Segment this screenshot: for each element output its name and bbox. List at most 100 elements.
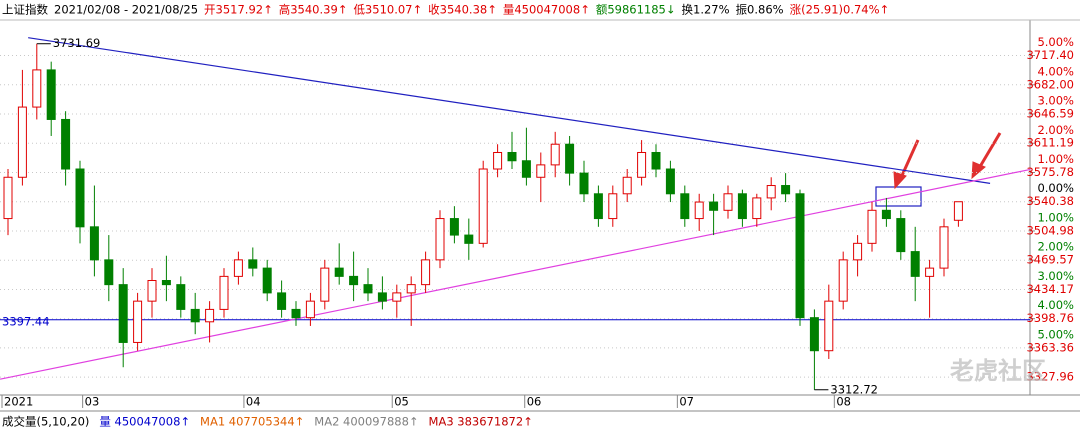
- candle-body: [320, 267, 330, 302]
- candle-body: [277, 292, 287, 310]
- candle-body: [89, 226, 99, 261]
- pct-tick-label: 2.00%: [1037, 240, 1074, 254]
- candle-body: [291, 308, 301, 319]
- header-item: 振0.86%: [736, 3, 784, 17]
- candle-body: [867, 209, 877, 244]
- header-item: 上证指数: [2, 3, 48, 17]
- candle-body: [665, 168, 675, 195]
- candle-body: [161, 280, 171, 286]
- candle-body: [507, 151, 517, 162]
- candle-body: [464, 234, 474, 244]
- candle-body: [176, 284, 186, 310]
- candle-body: [349, 275, 359, 286]
- highlight-box: [875, 186, 922, 207]
- candle-body: [147, 280, 157, 302]
- candle-body: [737, 193, 747, 220]
- y-tick-label: 3611.19: [1026, 136, 1074, 150]
- annotation: 3731.69: [53, 36, 101, 50]
- candle-body: [536, 164, 546, 178]
- plot: 上证指数 2021/02/08 - 2021/08/25 开3517.92↑ 高354…: [0, 3, 1074, 429]
- candle-body: [910, 251, 920, 277]
- candle-body: [565, 143, 575, 174]
- candle-body: [608, 193, 618, 220]
- footer-item: 量 450047008↑: [99, 415, 190, 429]
- candle-body: [881, 209, 891, 220]
- y-tick-label: 3504.98: [1026, 223, 1074, 237]
- pct-tick-label: 4.00%: [1037, 298, 1074, 312]
- candle-body: [3, 176, 13, 220]
- arrow: [976, 132, 1002, 171]
- candle-body: [579, 172, 589, 195]
- candle-body: [550, 143, 560, 166]
- candle-body: [953, 201, 963, 221]
- candle-body: [363, 284, 373, 294]
- candle-body: [104, 259, 114, 286]
- header-item: 收3540.38↑: [428, 3, 497, 17]
- candle-body: [133, 300, 143, 343]
- candle-body: [46, 69, 56, 120]
- candle-body: [593, 193, 603, 220]
- pct-tick-label: 0.00%: [1037, 181, 1074, 195]
- candle-body: [521, 160, 531, 178]
- y-tick-label: 3540.38: [1026, 194, 1074, 208]
- candle-body: [248, 259, 258, 269]
- y-tick-label: 3469.57: [1026, 253, 1074, 267]
- header-item: 2021/02/08 - 2021/08/25: [54, 3, 198, 17]
- pct-tick-label: 1.00%: [1037, 152, 1074, 166]
- y-tick-label: 3327.96: [1026, 370, 1074, 384]
- header-item: 开3517.92↑: [204, 3, 273, 17]
- candle-body: [680, 193, 690, 220]
- candle-body: [233, 259, 243, 277]
- candle-body: [781, 185, 791, 195]
- footer-item: MA1 407705344↑: [200, 415, 304, 429]
- header-item: 高3540.39↑: [279, 3, 348, 17]
- candle-body: [449, 218, 459, 236]
- candle-body: [334, 267, 344, 277]
- trend-line: [28, 37, 991, 184]
- candle-body: [853, 242, 863, 261]
- candle-body: [723, 193, 733, 211]
- candle-body: [478, 168, 488, 244]
- x-tick-label: 08: [836, 395, 851, 409]
- arrowhead: [893, 171, 907, 190]
- pct-tick-label: 4.00%: [1037, 64, 1074, 78]
- header-item: 低3510.07↑: [353, 3, 422, 17]
- header-item: 量450047008↑: [503, 3, 590, 17]
- candle-body: [435, 218, 445, 261]
- pct-tick-label: 5.00%: [1037, 327, 1074, 341]
- arrows: [893, 132, 1002, 190]
- candle-body: [838, 259, 848, 302]
- y-tick-label: 3682.00: [1026, 77, 1074, 91]
- y-tick-label: 3434.17: [1026, 282, 1074, 296]
- candle-body: [925, 267, 935, 277]
- candle-body: [32, 69, 42, 108]
- candle-body: [392, 292, 402, 302]
- x-tick-label: 07: [679, 395, 694, 409]
- candle-body: [118, 284, 128, 343]
- y-tick-label: 3363.36: [1026, 340, 1074, 354]
- candle-body: [61, 118, 71, 170]
- candle-body: [809, 317, 819, 352]
- candle-body: [766, 185, 776, 199]
- pct-tick-label: 3.00%: [1037, 269, 1074, 283]
- pct-tick-label: 1.00%: [1037, 210, 1074, 224]
- arrow: [898, 139, 920, 181]
- pct-tick-label: 5.00%: [1037, 35, 1074, 49]
- candle-body: [190, 308, 200, 323]
- x-tick-label: 06: [527, 395, 542, 409]
- x-tick-label: 05: [394, 395, 409, 409]
- x-tick-label: 04: [246, 395, 261, 409]
- candle-body: [75, 168, 85, 228]
- pct-tick-label: 2.00%: [1037, 123, 1074, 137]
- header-item: 额59861185↓: [596, 3, 676, 17]
- annotation: 3312.72: [830, 382, 878, 396]
- trend-line: [0, 168, 1031, 380]
- candle-body: [205, 308, 215, 323]
- y-tick-label: 3575.78: [1026, 165, 1074, 179]
- pct-tick-label: 3.00%: [1037, 94, 1074, 108]
- footer-item: 成交量(5,10,20): [2, 415, 89, 429]
- watermark: 老虎社区: [950, 357, 1046, 385]
- candle-body: [406, 284, 416, 294]
